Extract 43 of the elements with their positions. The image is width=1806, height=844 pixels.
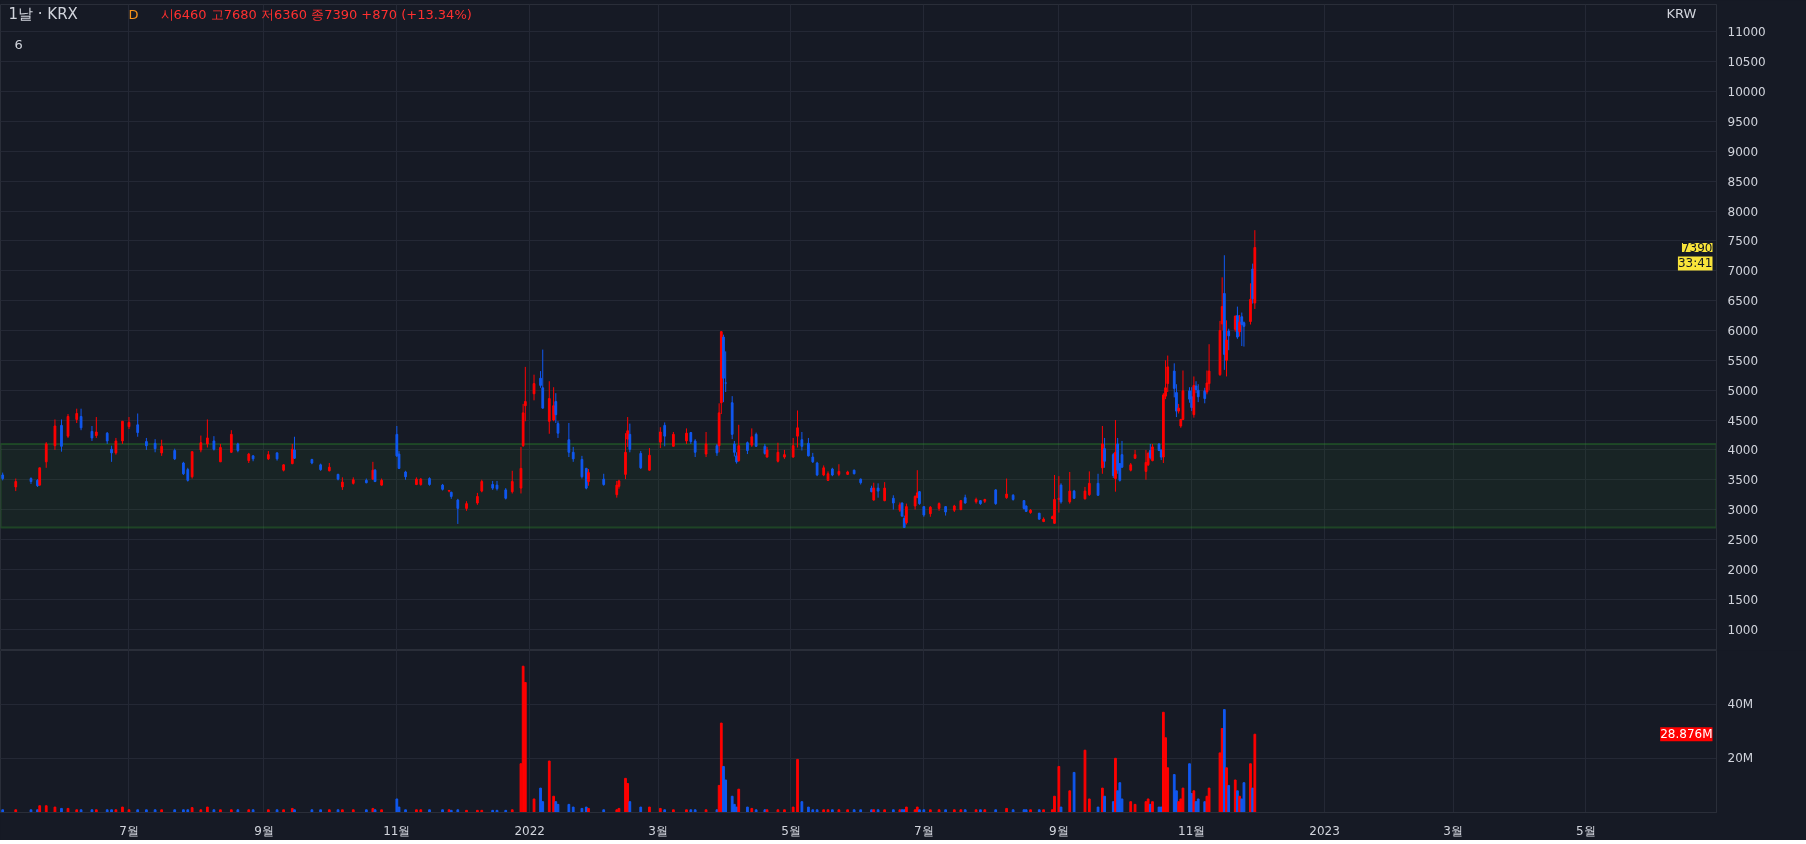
y-tick-label: 6500: [1727, 294, 1759, 309]
y-tick-label: 1500: [1727, 592, 1759, 607]
y-tick-label: 9500: [1727, 115, 1759, 130]
x-tick-label: 2023: [1309, 823, 1340, 838]
x-tick-label: 3월: [648, 823, 668, 838]
x-tick-label: 5월: [1576, 823, 1596, 838]
x-tick-label: 2022: [514, 823, 545, 838]
chart-title: 1날 · KRX: [8, 4, 78, 23]
x-tick-label: 11월: [383, 823, 411, 838]
y-tick-label: 7500: [1727, 234, 1759, 249]
y-tick-label: 3000: [1727, 503, 1759, 518]
x-tick-label: 9월: [254, 823, 274, 838]
y-tick-label: 40M: [1727, 697, 1754, 712]
annotation: 33:41: [1677, 256, 1713, 271]
annotation: 6: [14, 36, 23, 52]
y-tick-label: 2500: [1727, 532, 1759, 547]
y-tick-label: 9000: [1727, 144, 1759, 159]
y-tick-label: 1000: [1727, 622, 1759, 637]
y-tick-label: 10500: [1727, 55, 1766, 70]
x-tick-label: 3월: [1443, 823, 1463, 838]
x-tick-label: 11월: [1178, 823, 1206, 838]
x-tick-label: 5월: [781, 823, 801, 838]
x-tick-label: 7월: [914, 823, 934, 838]
y-tick-label: 4500: [1727, 413, 1759, 428]
chart-subtitle: 시6460 고7680 저6360 종7390 +870 (+13.34%): [160, 6, 472, 22]
x-tick-label: 9월: [1049, 823, 1069, 838]
y-tick-label: 10000: [1727, 85, 1766, 100]
y-tick-label: 2000: [1727, 562, 1759, 577]
y-tick-label: 5500: [1727, 353, 1759, 368]
y-tick-label: 6000: [1727, 323, 1759, 338]
annotation: 28.876M: [1660, 727, 1713, 742]
y-tick-label: 20M: [1727, 751, 1754, 766]
y-tick-label: 3500: [1727, 473, 1759, 488]
x-tick-label: 7월: [119, 823, 139, 838]
y-tick-label: 8000: [1727, 204, 1759, 219]
y-tick-label: 8500: [1727, 174, 1759, 189]
y-tick-label: 11000: [1727, 25, 1766, 40]
y-tick-label: 5000: [1727, 383, 1759, 398]
annotation: D: [128, 6, 139, 22]
annotation: 7390: [1681, 241, 1713, 255]
annotation: KRW: [1666, 5, 1697, 21]
y-tick-label: 4000: [1727, 443, 1759, 458]
y-tick-label: 7000: [1727, 264, 1759, 279]
